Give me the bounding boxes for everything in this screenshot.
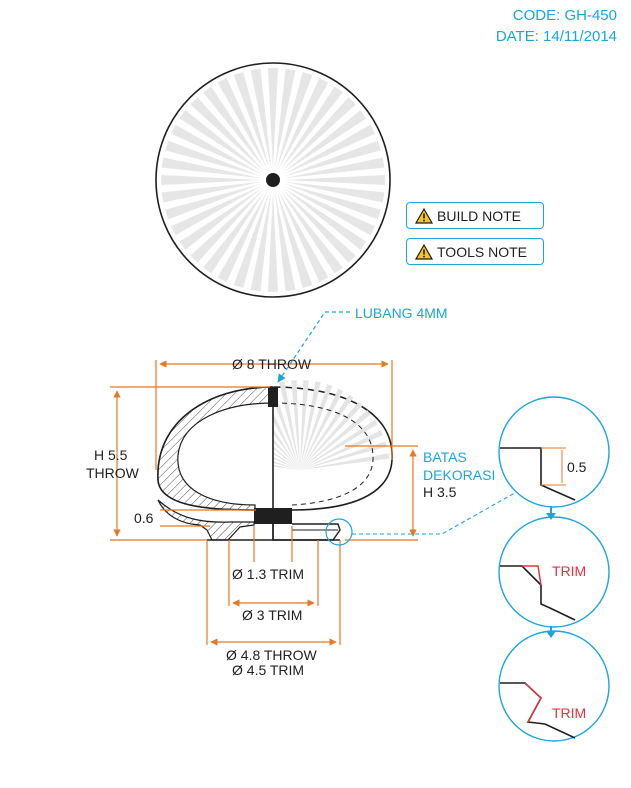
height-label: H 5.5 <box>94 447 128 463</box>
starburst-ray <box>233 72 270 169</box>
detail-view-1 <box>498 396 610 508</box>
dome-ray <box>300 410 371 470</box>
starburst-ray <box>233 191 270 288</box>
detail-2-label: TRIM <box>552 563 586 579</box>
starburst-ray <box>274 191 296 292</box>
dome-ray <box>273 464 300 470</box>
dome-ray <box>291 380 300 470</box>
deco-label-a: BATAS <box>423 449 467 465</box>
starburst-ray <box>276 191 313 288</box>
dome-ray <box>300 441 387 470</box>
build-note-label: BUILD NOTE <box>437 207 522 224</box>
dome-ray <box>300 381 321 470</box>
starburst-ray <box>281 97 356 172</box>
build-note-button[interactable]: BUILD NOTE <box>406 202 544 229</box>
dia-3-trim-label: Ø 3 TRIM <box>242 607 302 623</box>
starburst-ray <box>171 185 263 236</box>
starburst-ray <box>250 191 272 292</box>
starburst-ray <box>278 78 329 170</box>
starburst-ray <box>203 189 266 274</box>
deco-height-label: H 3.5 <box>423 484 457 500</box>
starburst-ray <box>190 97 265 172</box>
detail-1-label: 0.5 <box>567 459 587 475</box>
date-label: DATE: 14/11/2014 <box>495 28 617 45</box>
starburst-ray <box>161 174 261 186</box>
starburst-ray <box>161 157 262 179</box>
dome-ray <box>273 456 300 470</box>
starburst-ray <box>276 72 313 169</box>
tools-note-button[interactable]: TOOLS NOTE <box>406 238 544 265</box>
starburst-ray <box>281 188 356 263</box>
dia-45-trim-label: Ø 4.5 TRIM <box>232 662 304 678</box>
top-view <box>155 62 391 298</box>
dome-ray <box>300 380 309 470</box>
height-unit-label: THROW <box>86 465 140 481</box>
detail-view-3 <box>498 630 610 742</box>
dia-trim-small-label: Ø 1.3 TRIM <box>232 566 304 582</box>
thickness-label: 0.6 <box>134 510 154 526</box>
hole-leader <box>277 311 521 546</box>
starburst-ray <box>280 189 343 274</box>
starburst-ray <box>190 188 265 263</box>
detail-3-label: TRIM <box>552 705 586 721</box>
code-label: CODE: GH-450 <box>512 7 617 24</box>
starburst-ray <box>278 190 329 282</box>
starburst-ray <box>161 181 262 203</box>
warning-icon <box>415 243 433 260</box>
dome-ray <box>300 401 363 470</box>
starburst-ray <box>171 124 263 175</box>
starburst-ray <box>203 86 266 171</box>
starburst-ray <box>284 183 381 220</box>
starburst-ray <box>179 187 264 250</box>
starburst-ray <box>165 183 262 220</box>
side-section-view <box>157 380 393 541</box>
starburst-ray <box>267 192 279 292</box>
dome-ray <box>300 384 333 470</box>
starburst-ray <box>285 174 385 186</box>
starburst-ray <box>284 157 385 179</box>
dia-48-throw-label: Ø 4.8 THROW <box>226 647 318 663</box>
hole-label: LUBANG 4MM <box>355 305 448 321</box>
starburst-ray <box>267 68 279 168</box>
dome-ray <box>273 446 300 470</box>
starburst-ray <box>217 190 268 282</box>
starburst-ray <box>179 110 264 173</box>
starburst-ray <box>274 68 296 169</box>
dome-ray <box>273 438 300 470</box>
starburst-ray <box>282 110 367 173</box>
tools-note-label: TOOLS NOTE <box>437 243 527 260</box>
starburst-ray <box>282 187 367 250</box>
starburst-ray <box>284 181 385 203</box>
dome-ray <box>300 453 390 470</box>
dome-ray <box>273 451 300 470</box>
starburst-ray <box>283 124 375 175</box>
dia-throw-label: Ø 8 THROW <box>232 356 312 372</box>
dome-ray <box>273 384 300 470</box>
starburst-ray <box>283 185 375 236</box>
dome-ray <box>273 461 300 470</box>
starburst-ray <box>217 78 268 170</box>
dimension-lines <box>110 360 418 646</box>
warning-icon <box>415 207 433 224</box>
detail-arrows <box>546 506 556 638</box>
deco-label-b: DEKORASI <box>423 467 495 483</box>
dome-ray <box>300 419 378 470</box>
starburst-ray <box>165 140 262 177</box>
dome-ray <box>300 388 344 470</box>
starburst-ray <box>280 86 343 171</box>
dome-ray <box>300 430 384 470</box>
starburst-ray <box>284 140 381 177</box>
starburst-ray <box>250 68 272 169</box>
dome-ray <box>300 394 354 470</box>
detail-view-2 <box>498 516 610 628</box>
